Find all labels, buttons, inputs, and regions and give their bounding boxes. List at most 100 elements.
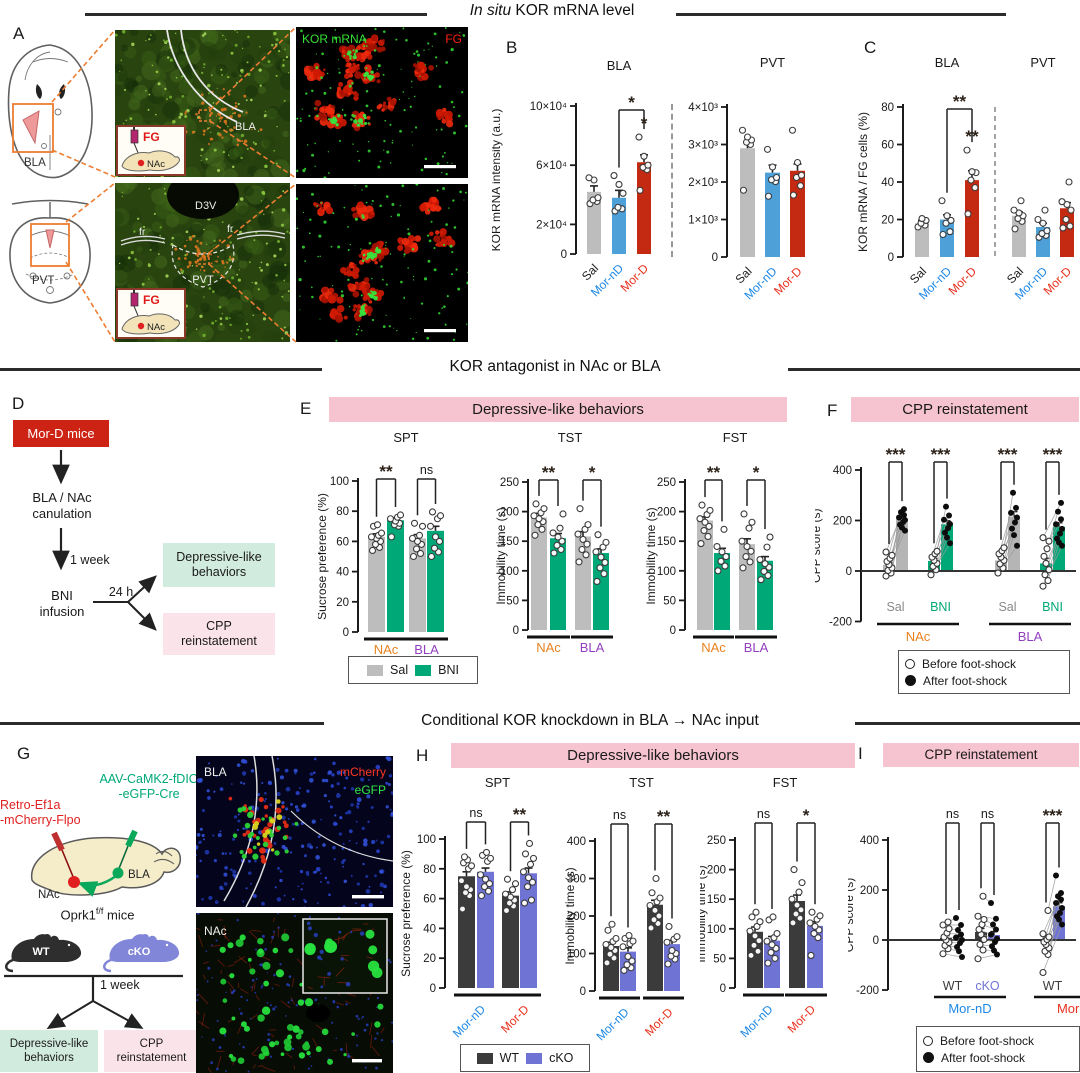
fg-tracer-label: FG (143, 130, 160, 144)
fluorescence-zoom-bla: KOR mRNA FG (295, 27, 468, 180)
y-tick-label: 0 (430, 983, 436, 995)
pair-label: Sal (886, 600, 904, 614)
y-tick-label: 0 (513, 625, 519, 637)
virus-label-green: AAV-CaMK2-fDIO -eGFP-Cre (99, 772, 199, 801)
chart-kor-mrna-pvt: 0 1×10³ 2×10³ 3×10³ 4×10³ Sal Mor-nD Mor-D PVT (645, 50, 813, 370)
chart-title: TST (629, 775, 654, 790)
chart-fst-cko: Immobility time (s) 0 50 100 150 200 250 ns * Mor… (694, 770, 852, 1042)
group-label: Mor-D (785, 1002, 819, 1036)
panel-label-i: I (858, 744, 863, 763)
chart-title: SPT (485, 775, 510, 790)
divider-line (0, 368, 322, 371)
chart-title: FST (723, 430, 748, 445)
y-tick-label: 400 (860, 835, 879, 847)
y-tick-label: 200 (833, 516, 852, 528)
y-axis-label: Sucrose preference (%) (399, 850, 413, 977)
y-tick-label: 0 (888, 252, 894, 264)
microscopy-bla-mcherry-egfp: BLA mCherry eGFP (193, 755, 395, 909)
sig-stars: * (803, 806, 810, 825)
chart-spt-bni: Sucrose preference (%) 0 20 40 60 80 100 ** ns NA… (315, 428, 476, 668)
y-tick-label: 200 (860, 885, 879, 897)
chart-spt-cko: Sucrose preference (%) 0 20 40 60 80 100 ns ** Mo… (398, 770, 550, 1042)
mouse-line-label: Oprk1f/f mice (60, 906, 135, 923)
sig-ns: ns (981, 807, 994, 821)
y-tick-label: 0 (670, 625, 676, 637)
open-circle-icon (923, 1035, 933, 1046)
legend-sal-bni: Sal BNI (348, 656, 478, 684)
chart-title: BLA (607, 58, 632, 73)
bni-label: BNI (438, 663, 459, 677)
nac-micro-label: NAc (204, 924, 227, 938)
y-axis-label: KOR mRNA intensity (a.u.) (492, 109, 503, 252)
sagittal-brain-diagram: NAc BLA (16, 826, 192, 910)
y-tick-label: 60 (336, 536, 349, 548)
y-tick-label: 50 (663, 595, 676, 607)
before-label: Before foot-shock (922, 656, 1017, 671)
fluorescence-image-pvt: D3V fr fr PVT FG NAc (109, 171, 299, 350)
y-tick-label: 2×10³ (688, 177, 718, 189)
panel-label-c: C (864, 38, 877, 57)
group-label: Mor-nD (948, 1001, 991, 1016)
y-tick-label: 200 (567, 911, 586, 923)
panel-label-b: B (506, 38, 518, 57)
y-tick-label: 40 (336, 567, 349, 579)
y-tick-label: 250 (707, 835, 726, 847)
y-tick-label: 150 (500, 536, 519, 548)
y-tick-label: 400 (567, 836, 586, 848)
sig-stars: *** (886, 445, 906, 464)
group-label: NAc (374, 642, 399, 657)
fr-label: fr (227, 223, 234, 235)
panel-label-a: A (13, 24, 25, 43)
y-tick-label: 1×10³ (688, 215, 718, 227)
group-label: Mor-D (642, 1005, 676, 1039)
chart-title: SPT (393, 430, 418, 445)
y-tick-label: 0 (343, 627, 349, 639)
y-tick-label: 80 (336, 506, 349, 518)
filled-circle-icon (923, 1052, 934, 1063)
y-tick-label: 100 (330, 476, 349, 488)
y-axis-label: CPP score (s) (848, 878, 856, 952)
group-label: Mor-nD (593, 1005, 631, 1042)
filled-circle-icon (905, 675, 916, 686)
y-tick-label: 20 (336, 597, 349, 609)
y-tick-label: 250 (500, 477, 519, 489)
y-tick-label: 200 (657, 507, 676, 519)
y-tick-label: 200 (707, 865, 726, 877)
sig-ns: ns (420, 463, 433, 477)
sig-ns: ns (946, 807, 959, 821)
flow-box-cpp: CPP reinstatement (163, 613, 275, 655)
group-label: Mor-D (498, 1002, 532, 1036)
group-label: NAc (536, 640, 561, 655)
y-axis-label: Immobility time (s) (700, 865, 708, 962)
y-tick-label: 2×10⁴ (536, 219, 567, 231)
legend-footshock-f: Before foot-shock After foot-shock (898, 650, 1070, 694)
y-tick-label: 60 (423, 894, 436, 906)
divider-line (676, 13, 1006, 16)
group-label: NAc (906, 629, 931, 644)
sig-ns: ns (469, 806, 482, 820)
chart-title: PVT (760, 55, 785, 70)
pair-label: cKO (975, 979, 1000, 993)
sig-ns: ns (757, 807, 770, 821)
sig-stars: * (753, 463, 760, 482)
divider-line (788, 368, 1080, 371)
y-tick-label: -200 (829, 617, 852, 629)
y-tick-label: 6×10⁴ (536, 160, 567, 172)
pair-label: BNI (930, 600, 951, 614)
y-tick-label: -200 (856, 985, 879, 997)
d3v-label: D3V (195, 200, 217, 212)
y-tick-label: 10×10⁴ (530, 101, 567, 113)
pvt-region-label: PVT (192, 274, 214, 286)
panel-label-e: E (300, 399, 312, 418)
divider-line (0, 722, 324, 725)
flow-step-bni-infusion: BNI infusion (39, 588, 85, 619)
panel-label-f: F (827, 401, 838, 420)
y-tick-label: 80 (423, 864, 436, 876)
y-axis-label: Immobility time (s) (563, 867, 577, 964)
sig-stars: *** (998, 445, 1018, 464)
sig-stars: *** (931, 445, 951, 464)
nac-site-label: NAc (147, 159, 165, 170)
after-label: After foot-shock (941, 1050, 1026, 1065)
y-tick-label: 40 (881, 177, 894, 189)
